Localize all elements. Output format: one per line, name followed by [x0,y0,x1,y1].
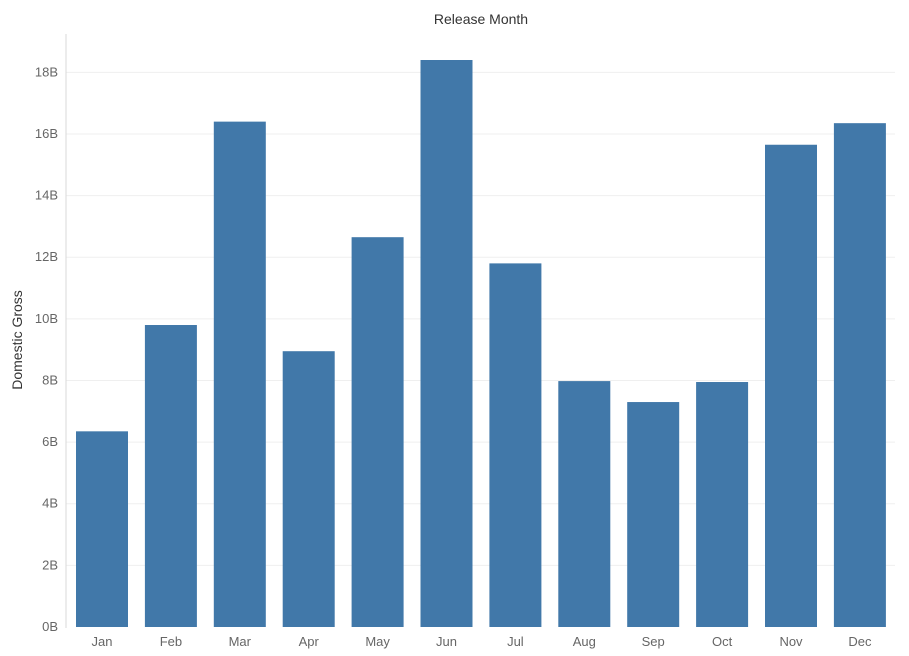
x-tick-label-jun: Jun [436,634,457,649]
bar-feb [144,325,197,627]
x-tick-label-sep: Sep [642,634,665,649]
x-tick-label-nov: Nov [779,634,803,649]
chart-title: Release Month [434,11,528,27]
y-tick-label: 0B [42,619,58,634]
y-tick-label: 14B [35,188,58,203]
bar-mar [213,121,266,627]
x-tick-label-mar: Mar [229,634,252,649]
bar-jun [420,60,473,627]
x-axis-ticks: Jan Feb Mar Apr May Jun Jul Aug Sep Oct Nov Dec [92,634,872,649]
x-tick-label-may: May [365,634,390,649]
bar-aug [558,381,611,627]
bar-nov [765,144,817,627]
bar-jul [489,263,542,627]
x-tick-label-apr: Apr [299,634,320,649]
y-tick-label: 10B [35,311,58,326]
bar-apr [282,351,335,627]
gridlines [66,71,895,566]
y-tick-label: 18B [35,64,58,79]
y-tick-label: 12B [35,249,58,264]
x-tick-label-oct: Oct [712,634,733,649]
x-tick-label-jul: Jul [507,634,524,649]
bar-oct [696,382,749,627]
y-axis-label: Domestic Gross [9,290,25,390]
x-tick-label-aug: Aug [573,634,596,649]
y-tick-label: 16B [35,126,58,141]
x-tick-label-dec: Dec [848,634,872,649]
bar-dec [833,123,886,627]
bar-may [351,237,404,627]
y-axis-ticks: 0B 2B 4B 6B 8B 10B 12B 14B 16B 18B [35,64,58,634]
bar-jan [76,431,128,627]
y-tick-label: 8B [42,372,58,387]
y-tick-label: 4B [42,496,58,511]
x-tick-label-jan: Jan [92,634,113,649]
bars [76,60,886,627]
y-tick-label: 6B [42,434,58,449]
bar-sep [627,402,680,627]
x-tick-label-feb: Feb [160,634,182,649]
y-tick-label: 2B [42,557,58,572]
